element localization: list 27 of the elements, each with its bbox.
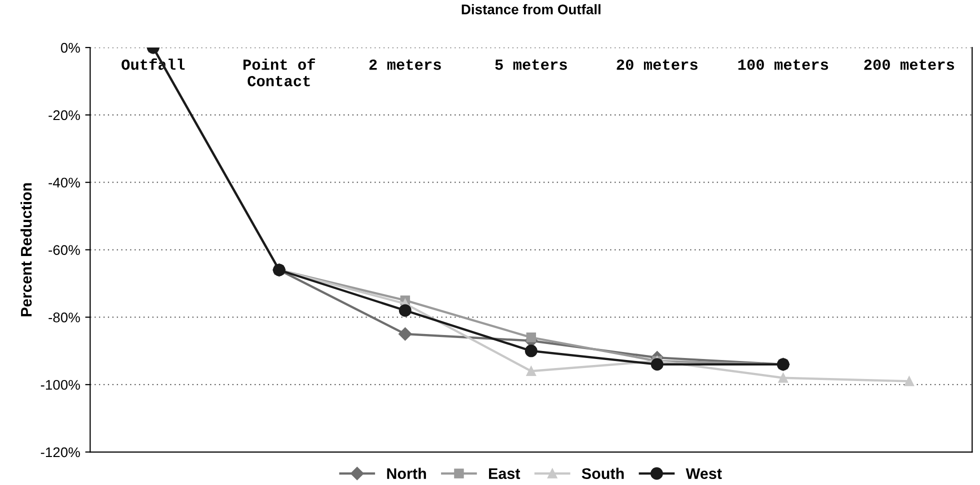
y-tick-label: -100% bbox=[40, 380, 80, 390]
x-tick-label: 2 meters bbox=[369, 59, 441, 70]
y-tick-label: 0% bbox=[60, 42, 80, 53]
y-tick-label: -40% bbox=[48, 178, 80, 188]
x-axis-title: Distance from Outfall bbox=[462, 4, 600, 14]
point bbox=[526, 332, 536, 342]
point bbox=[904, 376, 914, 386]
point bbox=[398, 304, 412, 317]
point bbox=[526, 366, 536, 376]
legend-label: East bbox=[489, 468, 520, 480]
x-tick-label: 200 meters bbox=[864, 59, 954, 70]
point bbox=[778, 373, 788, 383]
x-tick-label: 20 meters bbox=[616, 59, 698, 70]
y-tick-label: -120% bbox=[40, 447, 80, 458]
y-tick-label: -60% bbox=[48, 245, 80, 255]
legend-label: South bbox=[582, 468, 624, 480]
point bbox=[650, 358, 664, 371]
y-axis-title: Percent Reduction bbox=[20, 183, 32, 316]
y-tick-label: -20% bbox=[48, 110, 80, 120]
point bbox=[398, 327, 412, 341]
x-tick-label: 5 meters bbox=[495, 60, 567, 70]
legend-label: West bbox=[686, 468, 722, 480]
legend-label: North bbox=[387, 468, 426, 480]
point bbox=[524, 344, 538, 358]
x-tick-label: Point of Contact bbox=[244, 58, 316, 86]
x-tick-label: 100 meters bbox=[738, 59, 828, 70]
y-tick-label: -80% bbox=[48, 312, 80, 322]
